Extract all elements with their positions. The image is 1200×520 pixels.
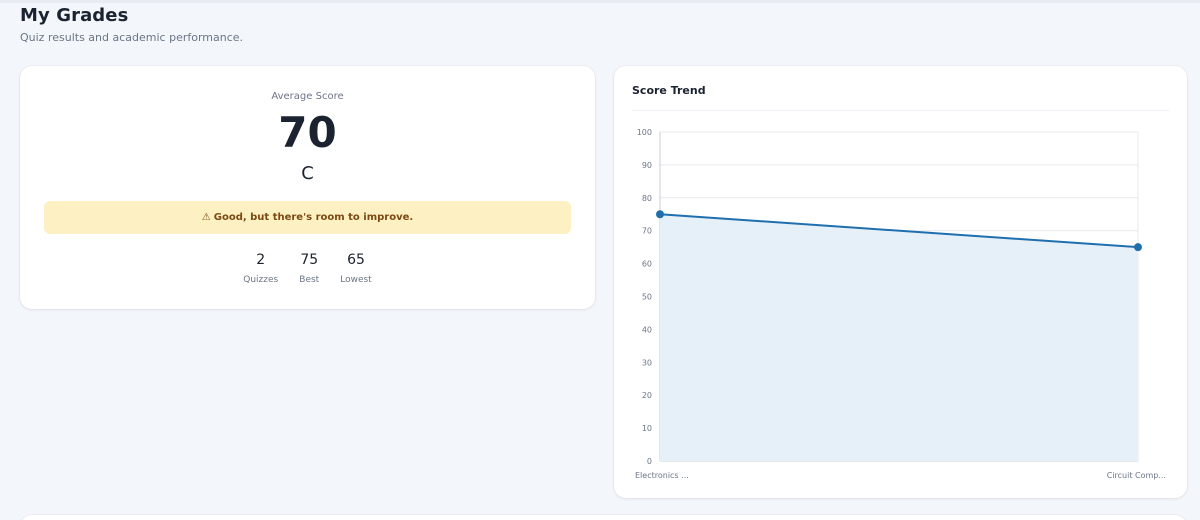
stat-best: 75 Best bbox=[294, 251, 324, 285]
page-subtitle: Quiz results and academic performance. bbox=[20, 31, 244, 44]
top-edge bbox=[0, 0, 1200, 3]
stat-label: Quizzes bbox=[243, 275, 279, 285]
y-tick-label: 40 bbox=[642, 325, 652, 334]
y-tick-label: 70 bbox=[642, 227, 652, 236]
y-tick-label: 20 bbox=[642, 391, 652, 400]
x-tick-label: Electronics ... bbox=[635, 471, 689, 480]
average-score-value: 70 bbox=[278, 108, 337, 157]
series-area bbox=[660, 214, 1138, 461]
score-trend-card: Score Trend 0 10 20 30 40 50 60 70 80 90 100 Electr… bbox=[614, 66, 1187, 498]
y-tick-label: 10 bbox=[642, 424, 652, 433]
y-tick-label: 0 bbox=[647, 457, 652, 466]
y-tick-label: 30 bbox=[642, 358, 652, 367]
data-point bbox=[656, 210, 664, 219]
stat-lowest: 65 Lowest bbox=[340, 251, 371, 285]
stat-label: Lowest bbox=[340, 275, 372, 285]
feedback-banner: ⚠ Good, but there's room to improve. bbox=[44, 201, 571, 234]
average-score-card: Average Score 70 C ⚠ Good, but there's r… bbox=[20, 66, 595, 309]
y-tick-label: 100 bbox=[637, 128, 652, 137]
page-title: My Grades bbox=[20, 5, 129, 26]
feedback-text: Good, but there's room to improve. bbox=[213, 212, 414, 223]
chart-title: Score Trend bbox=[632, 84, 706, 97]
y-tick-label: 60 bbox=[642, 260, 652, 269]
x-tick-label: Circuit Comp... bbox=[1107, 471, 1166, 480]
score-stats: 2 Quizzes 75 Best 65 Lowest bbox=[20, 251, 595, 285]
y-tick-label: 50 bbox=[642, 293, 652, 302]
stat-value: 2 bbox=[256, 252, 266, 268]
data-point bbox=[1134, 243, 1142, 252]
chart-divider bbox=[632, 110, 1169, 111]
average-score-label: Average Score bbox=[271, 91, 344, 102]
series-line bbox=[659, 213, 1139, 249]
score-trend-chart: 0 10 20 30 40 50 60 70 80 90 100 Electronics ... Cir… bbox=[635, 128, 1166, 480]
bottom-card bbox=[20, 515, 1187, 520]
stat-label: Best bbox=[299, 275, 320, 285]
stat-value: 65 bbox=[347, 252, 365, 268]
stat-value: 75 bbox=[300, 252, 319, 268]
letter-grade: C bbox=[301, 163, 314, 184]
warning-icon: ⚠ bbox=[201, 212, 211, 223]
y-tick-label: 80 bbox=[642, 194, 652, 203]
stat-quizzes: 2 Quizzes bbox=[243, 251, 278, 285]
y-tick-label: 90 bbox=[642, 161, 652, 170]
